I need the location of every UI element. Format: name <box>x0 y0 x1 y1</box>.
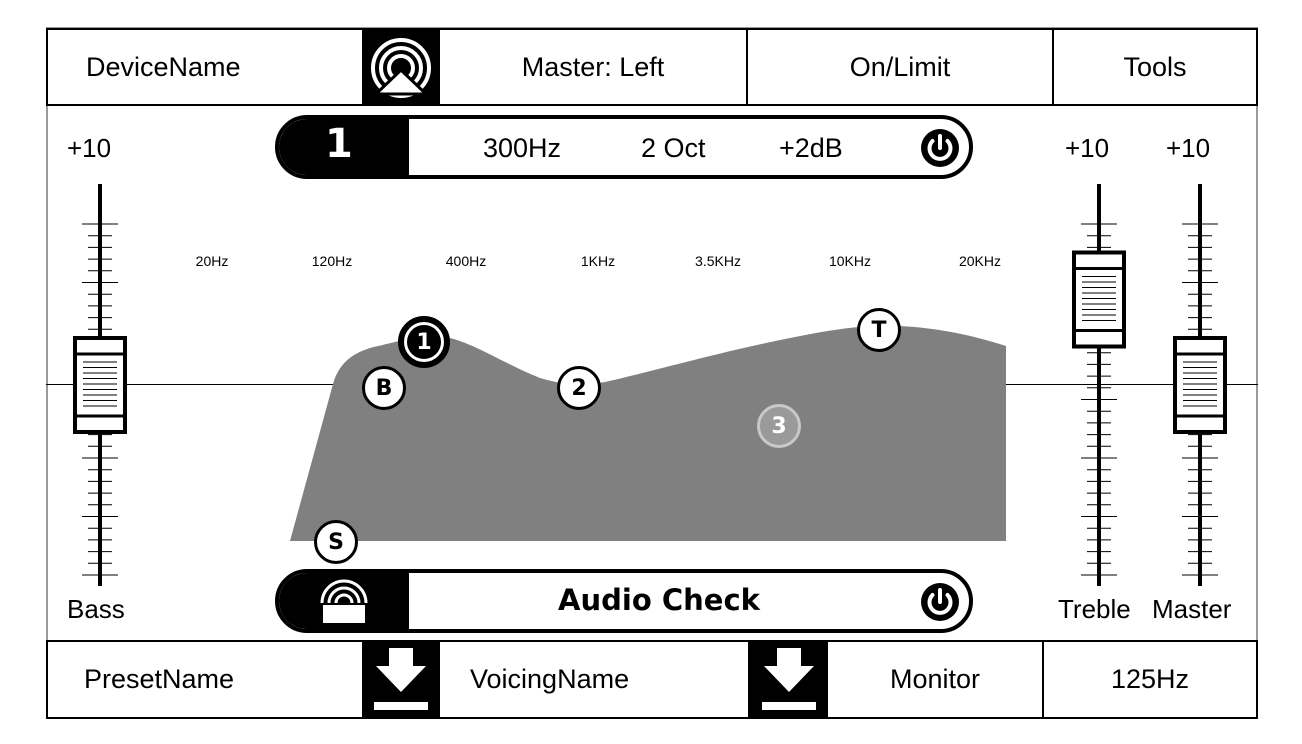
master-max-label: +10 <box>1166 133 1211 163</box>
eq-node-1[interactable]: 1 <box>398 316 450 368</box>
bass-max-label: +10 <box>67 133 112 163</box>
master-slider[interactable] <box>1170 184 1230 586</box>
audio-check-bar[interactable]: Audio Check <box>275 569 973 633</box>
bass-label: Bass <box>67 594 125 624</box>
voicing-download-button[interactable] <box>750 640 828 719</box>
eq-node-subsonic-label: S <box>328 529 344 555</box>
monitor-label: Monitor <box>889 664 981 694</box>
eq-node-1-label: 1 <box>416 329 432 355</box>
treble-fader-knob[interactable] <box>1072 250 1126 349</box>
download-icon <box>374 648 428 710</box>
power-icon[interactable] <box>919 127 961 169</box>
eq-node-2-label: 2 <box>571 375 587 401</box>
bass-fader-knob[interactable] <box>73 336 127 434</box>
band-gain[interactable]: +2dB <box>779 133 843 163</box>
tools-button[interactable]: Tools <box>1052 28 1258 106</box>
treble-slider[interactable] <box>1069 184 1129 586</box>
eq-node-2[interactable]: 2 <box>557 366 601 410</box>
wireless-signal-icon <box>320 579 368 623</box>
treble-max-label: +10 <box>1065 133 1110 163</box>
bass-fader-graphic <box>73 184 127 586</box>
monitor-button[interactable]: Monitor <box>826 640 1044 719</box>
eq-node-3-label: 3 <box>771 413 787 439</box>
freq-label-400hz: 400Hz <box>445 253 487 269</box>
preset-name-button[interactable]: PresetName <box>46 640 364 719</box>
freq-label-3-5khz: 3.5KHz <box>695 253 741 269</box>
download-icon <box>762 648 816 710</box>
master-selector-label: Master: Left <box>521 51 665 82</box>
eq-node-treble-label: T <box>871 317 887 343</box>
master-fader-graphic <box>1173 184 1227 586</box>
eq-curve-fill <box>290 325 1006 541</box>
band-number: 1 <box>325 121 353 167</box>
master-fader-knob[interactable] <box>1173 336 1227 434</box>
freq-label-1khz: 1KHz <box>580 253 616 269</box>
frequency-readout-label: 125Hz <box>1110 664 1190 694</box>
voicing-name-button[interactable]: VoicingName <box>438 640 750 719</box>
freq-label-20khz: 20KHz <box>958 253 1002 269</box>
wireless-signal-eject-icon <box>371 38 431 98</box>
freq-label-120hz: 120Hz <box>311 253 353 269</box>
wireless-signal-eject-button[interactable] <box>362 28 440 106</box>
preset-download-button[interactable] <box>362 640 440 719</box>
band-width[interactable]: 2 Oct <box>641 133 706 163</box>
eq-node-treble[interactable]: T <box>857 308 901 352</box>
frequency-readout[interactable]: 125Hz <box>1042 640 1258 719</box>
preset-name-label: PresetName <box>84 664 235 694</box>
treble-label: Treble <box>1058 594 1131 624</box>
device-name-button[interactable]: DeviceName <box>46 28 364 106</box>
bass-slider[interactable] <box>70 184 130 586</box>
band-info-bar[interactable]: 1 300Hz 2 Oct +2dB <box>275 115 973 179</box>
on-limit-label: On/Limit <box>849 51 951 82</box>
tools-label: Tools <box>1123 51 1187 82</box>
audio-check-power-icon[interactable] <box>919 581 961 623</box>
freq-label-20hz: 20Hz <box>195 253 229 269</box>
on-limit-button[interactable]: On/Limit <box>746 28 1054 106</box>
master-selector-button[interactable]: Master: Left <box>438 28 748 106</box>
eq-node-subsonic[interactable]: S <box>314 520 358 564</box>
band-frequency[interactable]: 300Hz <box>483 133 562 163</box>
eq-node-3[interactable]: 3 <box>757 404 801 448</box>
voicing-name-label: VoicingName <box>470 664 630 694</box>
device-name-label: DeviceName <box>86 51 241 82</box>
band-number-badge <box>279 119 409 175</box>
freq-label-10khz: 10KHz <box>828 253 872 269</box>
treble-fader-track <box>1097 184 1101 586</box>
master-label: Master <box>1152 594 1232 624</box>
eq-node-bass[interactable]: B <box>362 366 406 410</box>
audio-check-label: Audio Check <box>558 583 760 617</box>
treble-fader-graphic <box>1072 184 1126 586</box>
eq-node-bass-label: B <box>375 375 393 401</box>
